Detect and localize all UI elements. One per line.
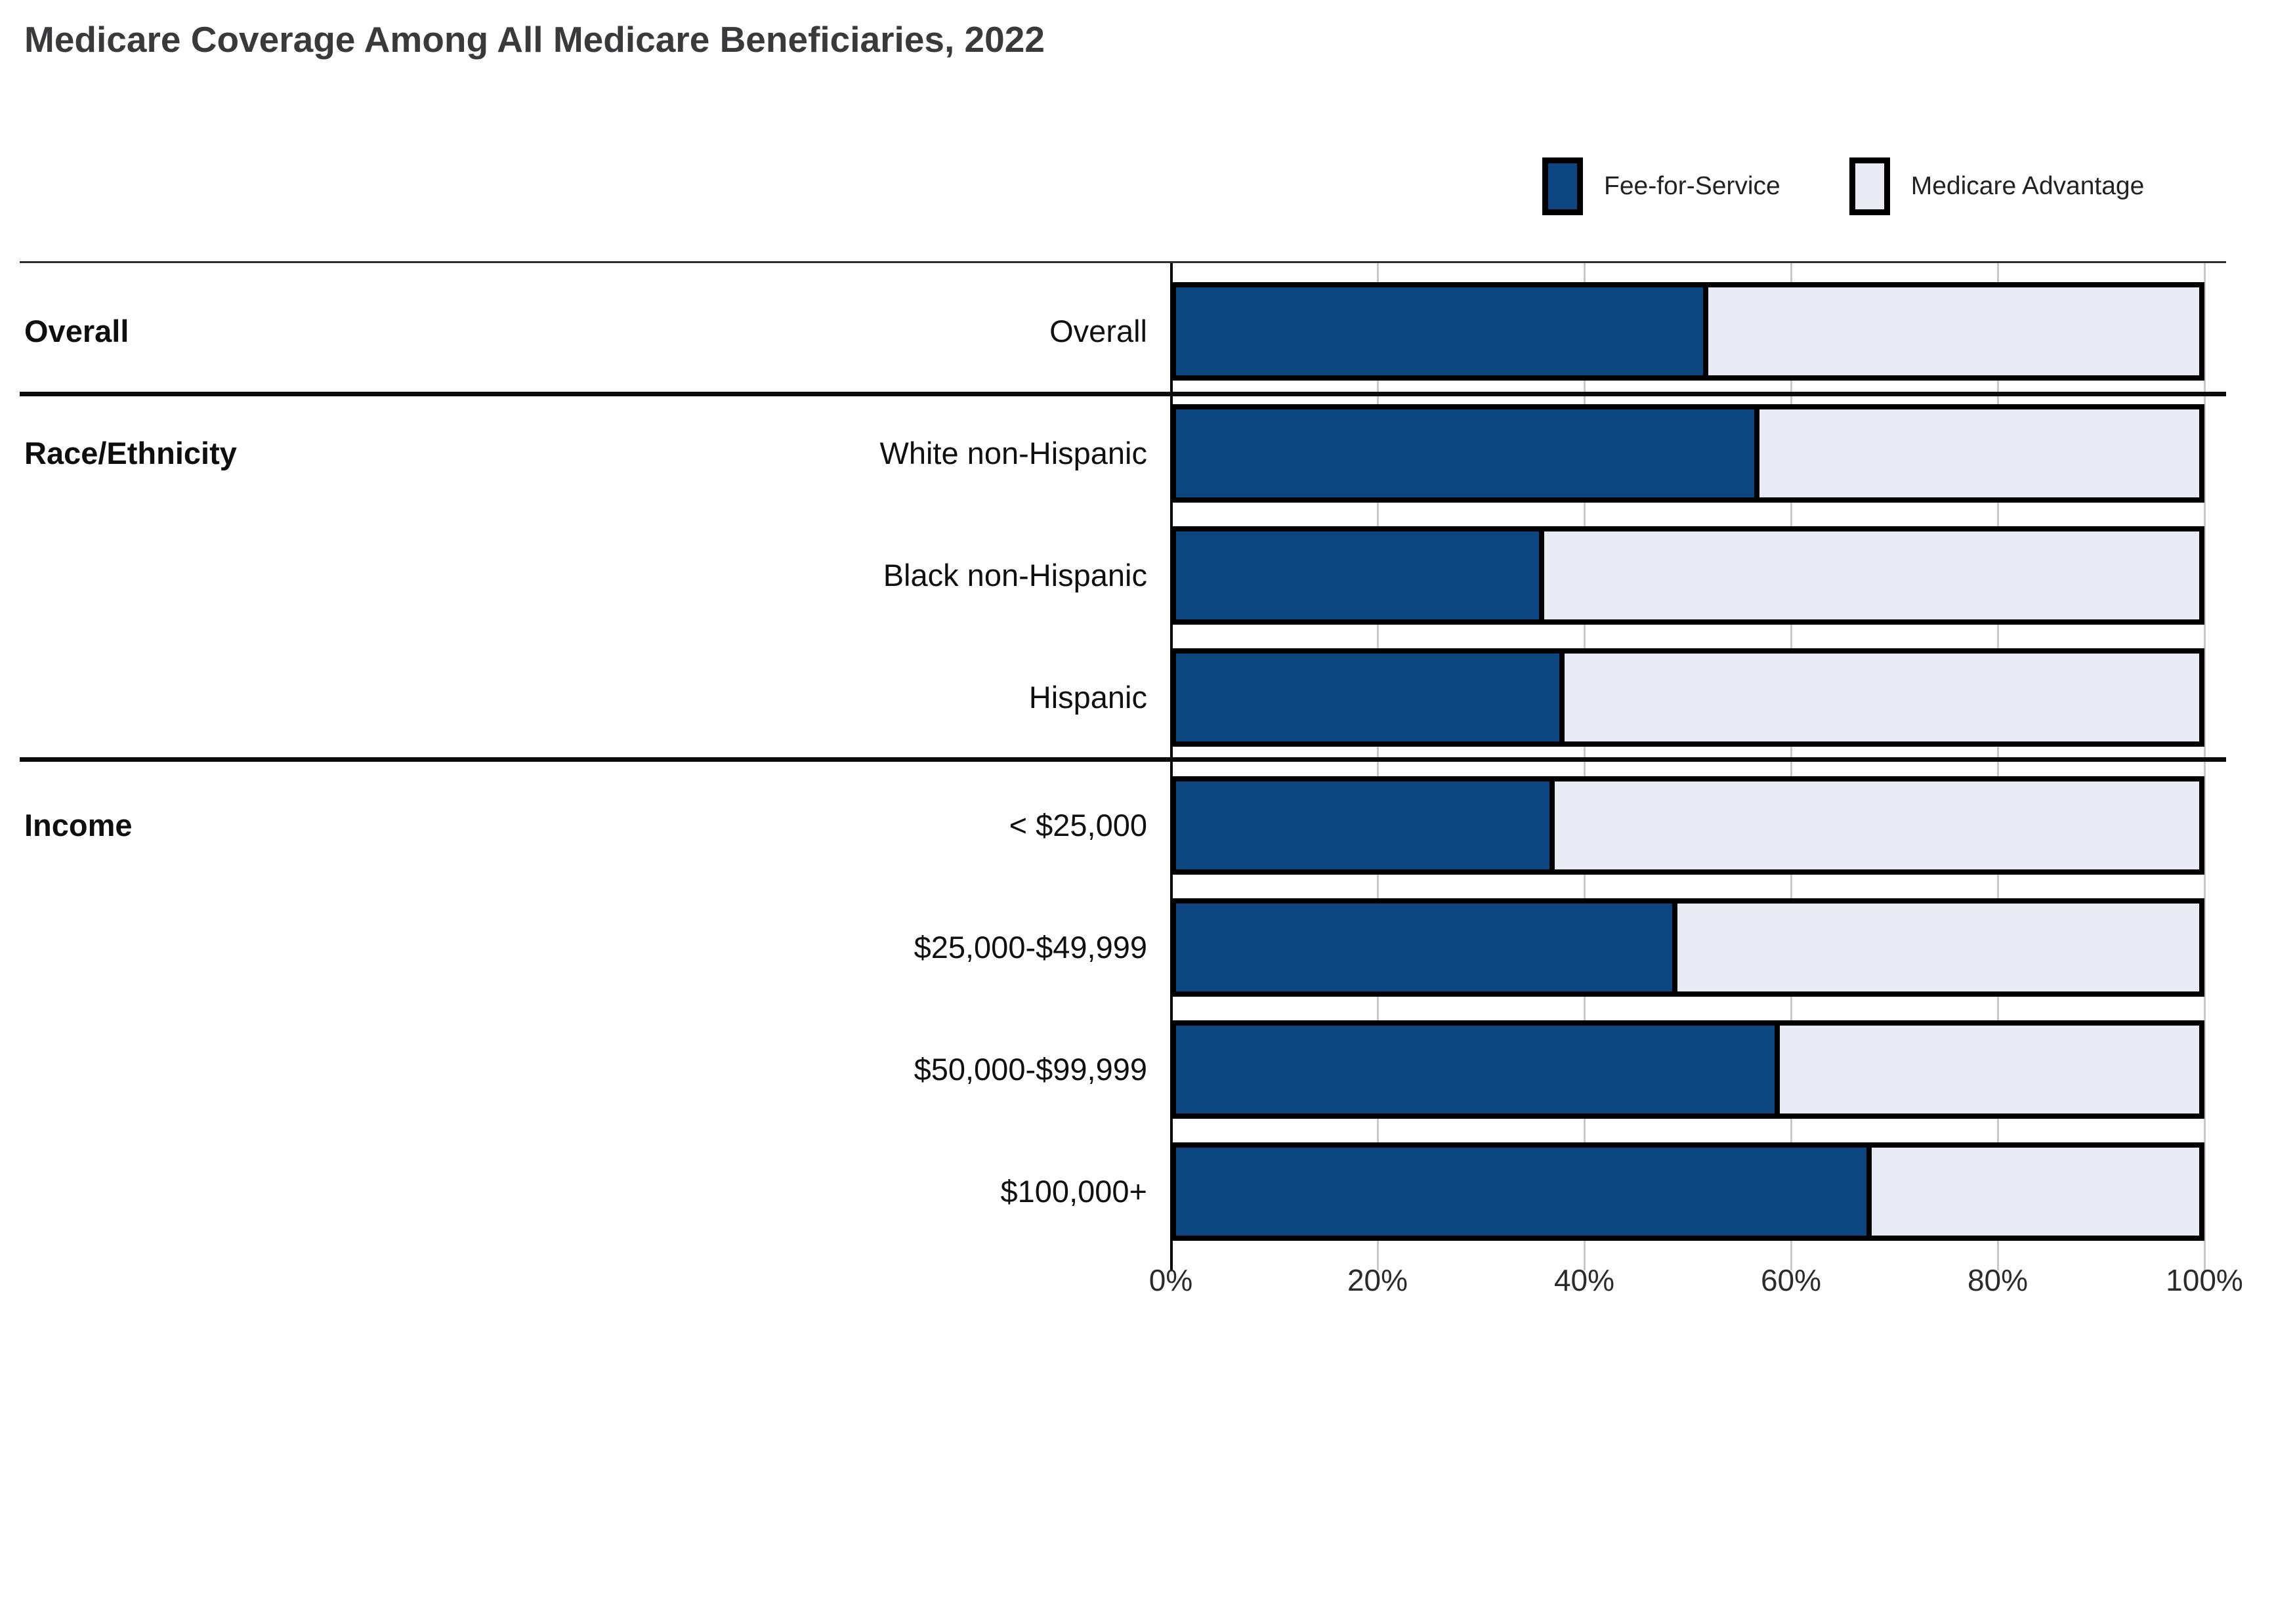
row-label: $50,000-$99,999 [914,1052,1147,1087]
gridline [1376,261,1379,1270]
group-separator-top [20,261,2226,263]
bar-row: $25,000-$49,999 [0,898,2274,997]
bar-row: Overall [0,282,2274,381]
axis-tick-label: 20% [1347,1263,1408,1297]
bar-row: $50,000-$99,999 [0,1020,2274,1119]
row-label: Black non-Hispanic [883,558,1147,593]
bar-row: White non-Hispanic [0,404,2274,503]
row-label: $100,000+ [1000,1174,1147,1209]
ma-segment [1565,654,2199,741]
bar-row: Black non-Hispanic [0,526,2274,625]
axis-tick-label: 80% [1967,1263,2029,1297]
ffs-segment [1176,1148,1872,1236]
stacked-bar [1171,648,2204,747]
gridline [1790,261,1792,1270]
gridline [2203,261,2206,1270]
ma-segment [1708,287,2199,375]
legend-item-medicare-advantage: Medicare Advantage [1849,157,2145,215]
ma-segment [1554,781,2199,869]
stacked-bar [1171,776,2204,875]
stacked-bar [1171,404,2204,503]
stacked-bar [1171,282,2204,381]
stacked-bar [1171,1020,2204,1119]
legend-label: Fee-for-Service [1604,172,1780,200]
bar-row: $100,000+ [0,1142,2274,1241]
stacked-bar [1171,1142,2204,1241]
group-label-race-ethnicity: Race/Ethnicity [24,436,237,470]
ma-segment [1872,1148,2199,1236]
row-label: Hispanic [1028,680,1147,715]
bar-row: Hispanic [0,648,2274,747]
legend-item-fee-for-service: Fee-for-Service [1542,157,1780,215]
row-label: White non-Hispanic [879,436,1147,470]
legend: Fee-for-Service Medicare Advantage [1542,157,2144,215]
axis-tick-label: 60% [1760,1263,1822,1297]
ffs-segment [1176,287,1708,375]
axis-tick-label: 0% [1148,1263,1193,1297]
medicare-advantage-swatch-icon [1849,157,1890,215]
gridline [1583,261,1586,1270]
ma-segment [1779,1026,2199,1114]
ffs-segment [1176,531,1545,619]
row-label: Overall [1049,314,1147,348]
ffs-segment [1176,904,1677,991]
row-label: < $25,000 [1009,808,1147,843]
chart-title: Medicare Coverage Among All Medicare Ben… [24,19,1045,60]
group-label-income: Income [24,808,133,843]
gridline [1996,261,1999,1270]
axis-tick-label: 100% [2166,1263,2243,1297]
legend-label: Medicare Advantage [1910,172,2145,200]
group-label-overall: Overall [24,314,129,348]
ffs-segment [1176,409,1759,497]
fee-for-service-swatch-icon [1542,157,1583,215]
group-separator-race [20,392,2226,396]
ffs-segment [1176,781,1555,869]
stacked-bar [1171,898,2204,997]
bar-row: < $25,000 [0,776,2274,875]
ma-segment [1759,409,2199,497]
row-label: $25,000-$49,999 [914,930,1147,965]
ma-segment [1544,531,2199,619]
ffs-segment [1176,1026,1780,1114]
axis-tick-label: 40% [1553,1263,1615,1297]
ffs-segment [1176,654,1565,741]
group-separator-income [20,757,2226,762]
stacked-bar [1171,526,2204,625]
y-axis-line [1169,261,1173,1270]
ma-segment [1677,904,2199,991]
